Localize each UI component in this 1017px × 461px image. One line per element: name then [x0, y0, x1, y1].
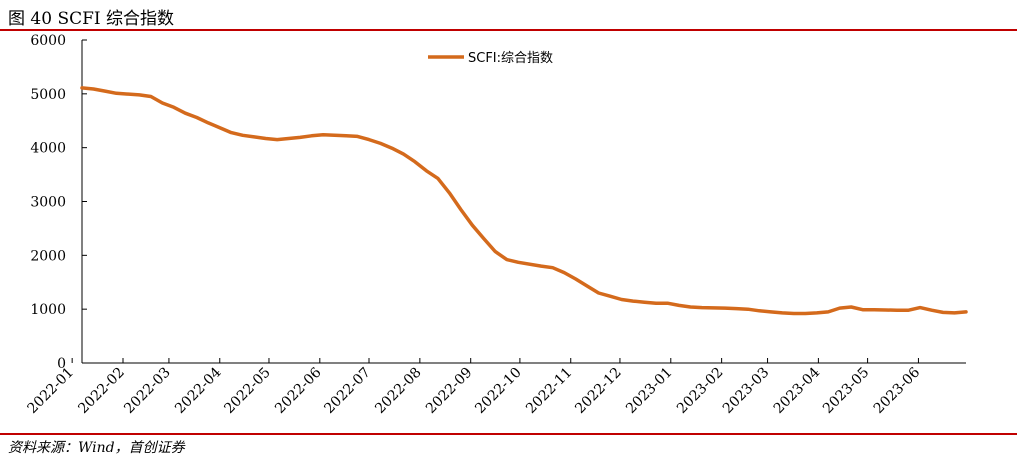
- y-tick-label: 6000: [30, 33, 66, 49]
- line-chart: 0 1000 2000 3000 4000 5000 6000 2022-012022-02…: [25, 33, 968, 417]
- x-tick-label: 2023-03: [720, 365, 772, 417]
- x-tick-label: 2022-06: [272, 364, 325, 417]
- series-layer: [80, 86, 968, 316]
- x-axis: 2022-012022-022022-032022-042022-052022-…: [25, 358, 966, 417]
- source-note: 资料来源：Wind，首创证券: [8, 440, 185, 456]
- x-tick-label: 2023-02: [674, 365, 726, 417]
- x-tick-label: 2023-05: [820, 365, 872, 417]
- x-tick-label: 2022-04: [172, 364, 225, 417]
- x-tick-label: 2022-05: [221, 365, 273, 417]
- y-tick-label: 5000: [30, 87, 66, 103]
- x-tick-label: 2022-12: [572, 365, 624, 417]
- series-line-scfi: [80, 86, 968, 316]
- x-tick-label: 2023-06: [871, 364, 924, 417]
- x-tick-label: 2023-04: [771, 364, 824, 417]
- y-axis: 0 1000 2000 3000 4000 5000 6000: [30, 33, 87, 372]
- legend: SCFI:综合指数: [428, 51, 553, 66]
- x-tick-label: 2022-01: [25, 365, 77, 417]
- x-tick-label: 2022-10: [472, 365, 524, 417]
- x-tick-label: 2022-02: [75, 365, 127, 417]
- top-rule: [0, 29, 1017, 31]
- legend-label: SCFI:综合指数: [468, 51, 553, 66]
- y-tick-label: 1000: [30, 302, 66, 318]
- y-tick-label: 4000: [30, 141, 66, 157]
- y-tick-label: 2000: [30, 248, 66, 264]
- bottom-rule: [0, 433, 1017, 435]
- y-tick-label: 3000: [30, 195, 66, 211]
- x-tick-label: 2023-01: [623, 365, 675, 417]
- x-tick-label: 2022-09: [423, 365, 475, 417]
- x-tick-label: 2022-03: [121, 365, 173, 417]
- figure-title: 图 40 SCFI 综合指数: [8, 9, 175, 29]
- x-tick-label: 2022-07: [321, 365, 373, 417]
- x-tick-label: 2022-08: [372, 365, 424, 417]
- x-tick-label: 2022-11: [523, 365, 575, 417]
- y-tick-label: 0: [57, 356, 66, 372]
